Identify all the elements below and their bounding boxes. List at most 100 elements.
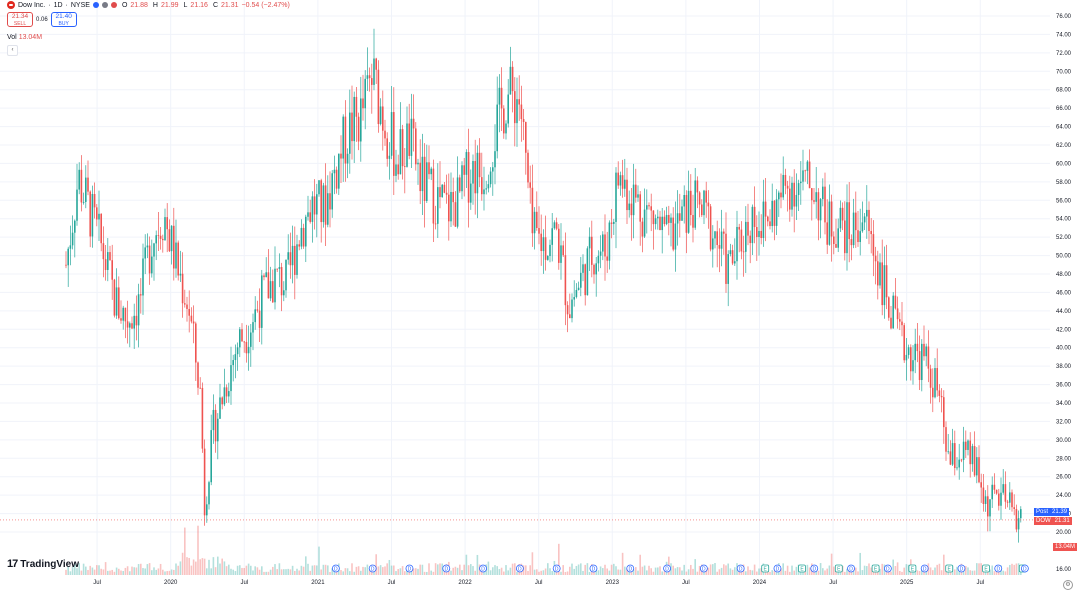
market-status-icon[interactable] [92, 2, 99, 8]
candle-body [932, 387, 934, 398]
candlestick-series [65, 28, 1022, 543]
candle-body [857, 230, 859, 243]
dividend-marker[interactable]: D [552, 564, 561, 573]
volume-legend[interactable]: Vol 13.04M [7, 34, 42, 41]
dividend-marker[interactable]: D [957, 564, 966, 573]
symbol-name[interactable]: Dow Inc. [18, 1, 46, 9]
volume-bar [643, 565, 646, 575]
volume-bar [89, 565, 91, 575]
close-value: 21.31 [221, 1, 239, 9]
candle-body [734, 261, 736, 264]
candle-body [912, 360, 914, 372]
interval-label[interactable]: 1D [53, 1, 63, 9]
dividend-marker[interactable]: D [626, 564, 635, 573]
candle-body [338, 153, 340, 189]
candle-body [663, 216, 666, 225]
data-status-icon[interactable] [101, 2, 108, 8]
candle-body [828, 201, 831, 245]
tradingview-logo[interactable]: 17 TradingView [7, 558, 79, 570]
post-price: 21.39 [1050, 508, 1070, 516]
dividend-marker[interactable]: D [405, 564, 414, 573]
dividend-marker[interactable]: D [773, 564, 782, 573]
candle-body [115, 287, 118, 316]
earnings-marker[interactable]: E [871, 564, 880, 573]
dividend-marker[interactable]: D [331, 564, 340, 573]
volume-bar [901, 571, 903, 575]
dividend-marker[interactable]: D [515, 564, 524, 573]
price-axis-label: 52.00 [1056, 235, 1072, 241]
dividend-marker[interactable]: D [442, 564, 451, 573]
volume-bar [597, 570, 600, 575]
dividend-marker[interactable]: D [847, 564, 855, 573]
candle-body [100, 213, 102, 244]
volume-bar [573, 568, 575, 575]
volume-bar [639, 554, 641, 575]
candle-body [949, 451, 952, 465]
dividend-marker[interactable]: D [920, 564, 929, 573]
volume-bar [166, 571, 168, 575]
candle-body [379, 106, 382, 125]
volume-bar [795, 566, 798, 575]
time-axis[interactable]: Jul 2020 Jul 2021 Jul 2022 Jul 2023 Jul 2024 Jul 20… [93, 580, 984, 586]
candle-body [437, 187, 439, 224]
volume-bar [936, 564, 938, 575]
dividend-marker-badge [663, 564, 671, 573]
dividend-marker[interactable]: D [883, 564, 892, 573]
candle-body [817, 192, 820, 221]
candle-body [665, 214, 668, 225]
candle-body [654, 218, 657, 225]
volume-bar [470, 564, 472, 575]
candle-body [406, 123, 408, 167]
volume-bar [817, 570, 820, 575]
candle-body [85, 177, 87, 202]
earnings-marker[interactable]: E [908, 564, 917, 573]
volume-bar [694, 559, 696, 575]
candle-body [509, 66, 512, 95]
collapse-legend-icon[interactable]: ‹ [7, 45, 18, 56]
price-axis-label: 46.00 [1056, 290, 1072, 296]
candle-body [802, 170, 804, 182]
earnings-marker[interactable]: E [945, 564, 954, 573]
earnings-marker[interactable]: E [798, 564, 806, 573]
session-status-icon[interactable] [110, 2, 117, 8]
volume-bar [492, 567, 494, 575]
volume-bar [283, 569, 285, 575]
candle-body [476, 152, 479, 194]
candle-body [582, 264, 584, 273]
settings-gear-icon[interactable]: ⚙ [1063, 580, 1073, 590]
candle-body [423, 156, 426, 201]
candle-body [190, 315, 193, 322]
dividend-marker[interactable]: D [479, 564, 487, 573]
dividend-marker[interactable]: D [589, 564, 598, 573]
dividend-marker[interactable]: D [699, 564, 708, 573]
earnings-marker[interactable]: E [761, 564, 770, 573]
candle-body [951, 443, 954, 465]
volume-bar [265, 571, 267, 575]
dividend-marker[interactable]: D [663, 564, 671, 573]
volume-bar [327, 565, 329, 575]
dividend-marker[interactable]: D [810, 564, 819, 573]
price-axis[interactable]: 16.0020.0022.0024.0026.0028.0030.0032.00… [1056, 14, 1072, 573]
candle-body [289, 252, 292, 266]
volume-bar [954, 569, 956, 575]
candle-body [280, 267, 283, 296]
earnings-marker[interactable]: E [982, 564, 990, 573]
buy-button[interactable]: 21.40 BUY [50, 12, 77, 27]
earnings-marker[interactable]: E [834, 564, 843, 573]
candle-body [525, 122, 527, 153]
dividend-marker[interactable]: D [994, 564, 1003, 573]
volume-bar [386, 563, 388, 575]
dividend-marker[interactable]: D [736, 564, 745, 573]
volume-bar [415, 568, 417, 575]
candle-body [894, 295, 897, 309]
candle-body [214, 409, 217, 442]
dividend-marker[interactable]: D [1020, 564, 1029, 573]
dividend-marker[interactable]: D [368, 564, 377, 573]
volume-bar [747, 566, 749, 575]
sell-button[interactable]: 21.34 SELL [7, 12, 33, 27]
volume-bar [85, 566, 87, 575]
candle-body [426, 162, 428, 201]
candle-body [624, 179, 626, 189]
candle-body [527, 152, 529, 183]
